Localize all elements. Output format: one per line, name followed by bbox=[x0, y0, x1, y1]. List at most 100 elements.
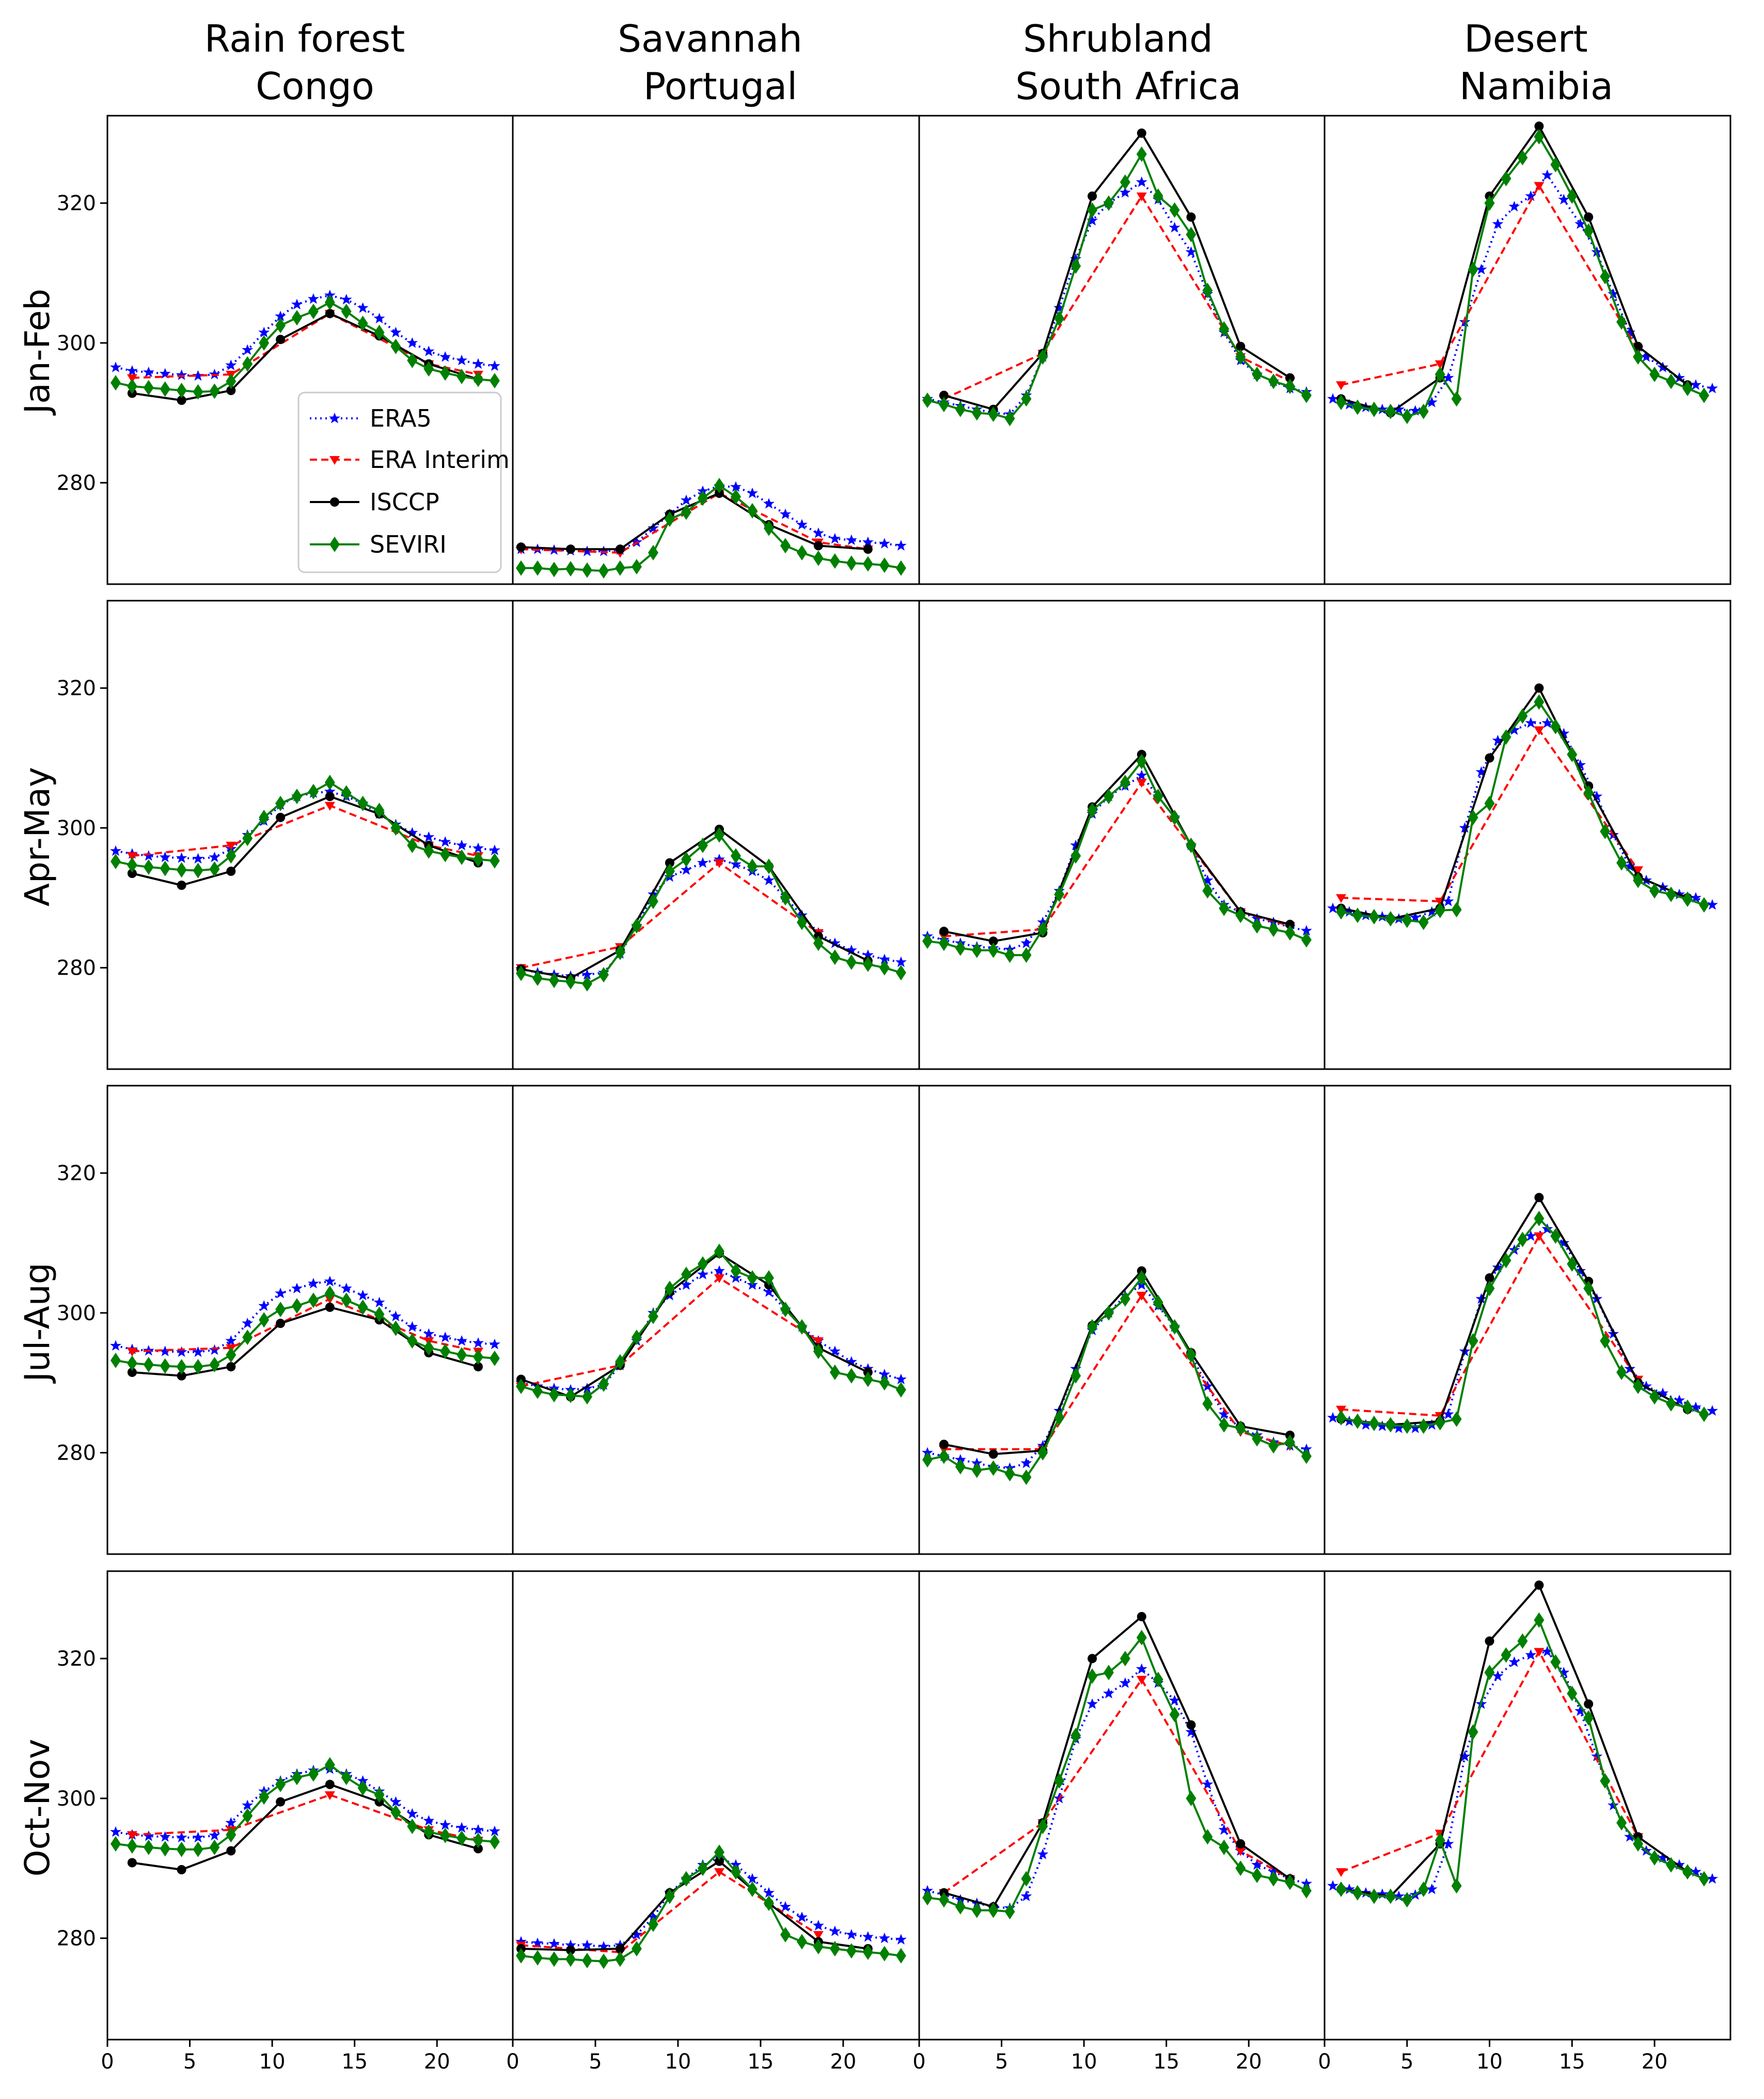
row-label: Jul-Aug bbox=[18, 1263, 57, 1384]
column-title-line1: Savannah bbox=[618, 17, 802, 60]
series-era-interim bbox=[1336, 726, 1644, 907]
circle-marker-icon bbox=[1137, 1612, 1146, 1621]
series-line bbox=[943, 1678, 1290, 1894]
series-line bbox=[115, 1280, 495, 1353]
series-isccp bbox=[516, 1856, 873, 1955]
panel bbox=[512, 115, 920, 585]
column-title-line2: South Africa bbox=[1015, 65, 1241, 108]
panel bbox=[106, 600, 514, 1070]
legend-frame bbox=[297, 391, 502, 573]
series-line bbox=[943, 753, 1290, 943]
series-line bbox=[521, 492, 869, 554]
series-seviri bbox=[516, 1243, 906, 1405]
y-tick-label: 300 bbox=[57, 1787, 96, 1811]
panel bbox=[1324, 600, 1731, 1070]
series-seviri bbox=[111, 1757, 500, 1857]
y-tick-label: 300 bbox=[57, 332, 96, 355]
panel bbox=[512, 1085, 920, 1555]
circle-marker-icon bbox=[325, 792, 335, 801]
series-isccp bbox=[1336, 121, 1692, 418]
series-line bbox=[1341, 1235, 1639, 1417]
series-line bbox=[1341, 1650, 1639, 1873]
column-title-line1: Shrubland bbox=[1023, 17, 1213, 60]
legend-label: SEVIRI bbox=[370, 530, 447, 558]
series-seviri bbox=[111, 1286, 500, 1375]
circle-marker-icon bbox=[1088, 191, 1097, 201]
series-seviri bbox=[1336, 1612, 1709, 1908]
series-era-interim bbox=[938, 192, 1295, 404]
series-line bbox=[1341, 1196, 1688, 1426]
series-line bbox=[1341, 184, 1639, 386]
series-line bbox=[521, 492, 868, 551]
circle-marker-icon bbox=[276, 1797, 286, 1807]
series-era5 bbox=[515, 1852, 907, 1952]
circle-marker-icon bbox=[813, 541, 823, 551]
row-label: Apr-May bbox=[18, 767, 57, 906]
series-isccp bbox=[939, 128, 1295, 414]
circle-marker-icon bbox=[1236, 1839, 1246, 1849]
x-tick-label: 0 bbox=[1318, 2050, 1331, 2074]
series-line bbox=[521, 828, 869, 979]
x-tick-label: 20 bbox=[830, 2050, 856, 2074]
series-isccp bbox=[939, 749, 1295, 946]
circle-marker-icon bbox=[1534, 1580, 1544, 1590]
x-tick-label: 15 bbox=[1559, 2050, 1585, 2074]
panel-frame bbox=[1324, 1570, 1731, 2041]
column-title-line2: Congo bbox=[256, 65, 374, 108]
panel bbox=[512, 600, 920, 1070]
circle-marker-icon bbox=[226, 1846, 236, 1856]
circle-marker-icon bbox=[276, 335, 286, 344]
series-isccp bbox=[516, 824, 873, 983]
x-tick-label: 5 bbox=[995, 2050, 1008, 2074]
legend-entry-era-interim: ERA Interim bbox=[310, 446, 510, 474]
series-seviri bbox=[922, 1630, 1312, 1920]
legend-label: ISCCP bbox=[370, 488, 439, 516]
series-isccp bbox=[1336, 1580, 1692, 1901]
circle-marker-icon bbox=[325, 309, 335, 319]
y-tick-label: 320 bbox=[57, 1647, 96, 1671]
panel-frame bbox=[918, 1570, 1326, 2041]
legend-label: ERA5 bbox=[370, 404, 432, 432]
panel bbox=[1324, 1085, 1731, 1555]
column-title-line1: Rain forest bbox=[204, 17, 405, 60]
y-tick-label: 320 bbox=[57, 677, 96, 700]
series-line bbox=[521, 861, 819, 969]
series-era5 bbox=[110, 1763, 500, 1843]
circle-marker-icon bbox=[1534, 683, 1544, 693]
circle-marker-icon bbox=[177, 881, 186, 890]
circle-marker-icon bbox=[1485, 1636, 1494, 1646]
panel bbox=[918, 1085, 1326, 1555]
series-era5 bbox=[515, 1265, 907, 1395]
y-tick-label: 280 bbox=[57, 957, 96, 980]
panel-frame bbox=[512, 1570, 920, 2041]
y-tick-label: 280 bbox=[57, 1442, 96, 1465]
row-labels: Jan-Feb Apr-May Jul-Aug Oct-Nov bbox=[18, 289, 57, 1877]
circle-marker-icon bbox=[988, 1449, 998, 1459]
x-tick-label: 10 bbox=[1476, 2050, 1503, 2074]
y-tick-label: 300 bbox=[57, 1302, 96, 1325]
panel-frame bbox=[106, 1570, 514, 2041]
series-era-interim bbox=[516, 859, 824, 973]
series-era-interim bbox=[938, 1675, 1295, 1898]
series-line bbox=[1341, 1584, 1689, 1898]
circle-marker-icon bbox=[330, 497, 339, 507]
circle-marker-icon bbox=[1186, 212, 1196, 222]
series-era-interim bbox=[1336, 182, 1644, 390]
x-tick-label: 5 bbox=[183, 2050, 196, 2074]
series-line bbox=[115, 294, 495, 377]
panel-frame bbox=[918, 1085, 1326, 1555]
series-seviri bbox=[922, 1270, 1312, 1485]
circle-marker-icon bbox=[939, 1439, 949, 1449]
circle-marker-icon bbox=[516, 542, 526, 552]
series-era5 bbox=[110, 289, 500, 381]
circle-marker-icon bbox=[325, 1779, 335, 1789]
column-title-line2: Portugal bbox=[643, 65, 797, 108]
legend: ERA5 ERA Interim ISCCP SEVIRI bbox=[297, 391, 510, 573]
circle-marker-icon bbox=[939, 927, 949, 936]
x-tick-label: 15 bbox=[747, 2050, 774, 2074]
y-tick-label: 320 bbox=[57, 1162, 96, 1185]
circle-marker-icon bbox=[1137, 128, 1146, 138]
series-era-interim bbox=[516, 490, 873, 558]
legend-entry-seviri: SEVIRI bbox=[310, 530, 447, 558]
circle-marker-icon bbox=[177, 1865, 186, 1874]
